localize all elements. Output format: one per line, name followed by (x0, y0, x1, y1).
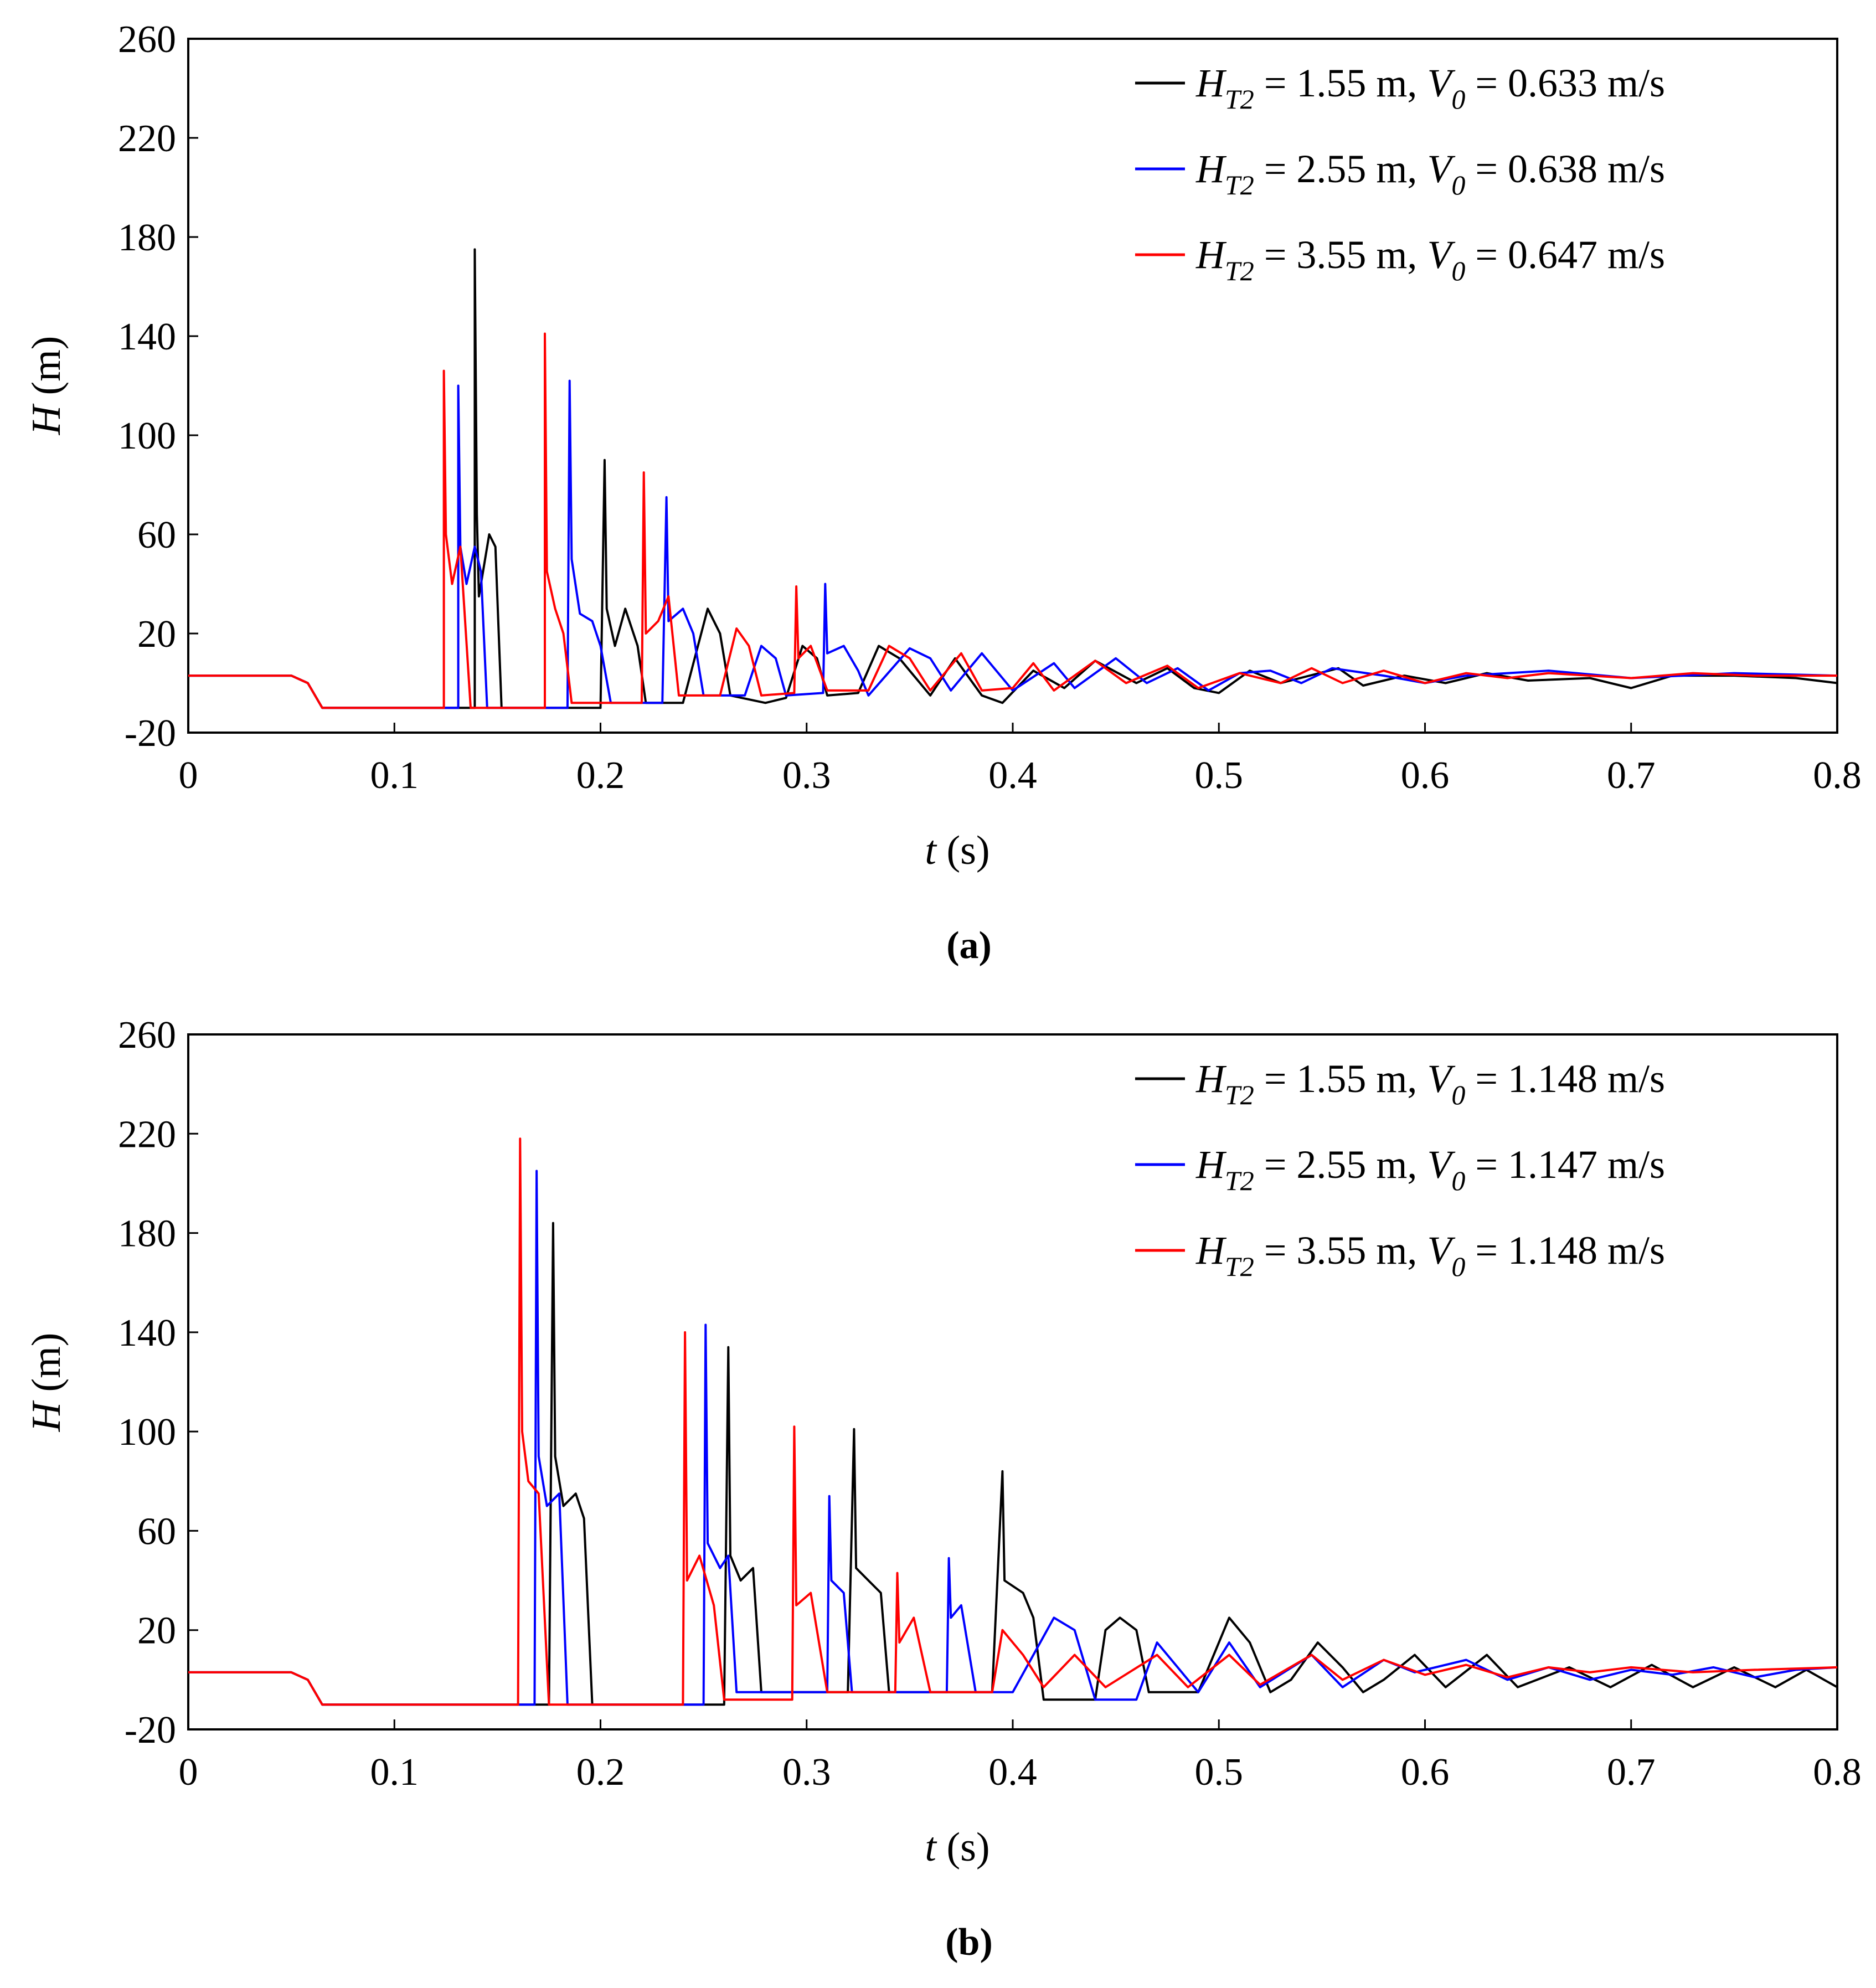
legend-label: HT2 = 3.55 m, V0 = 1.148 m/s (1195, 1228, 1665, 1282)
x-tick-label: 0.5 (1195, 1751, 1244, 1794)
x-tick-group: 0 0.1 0.2 0.3 0.4 0.5 0.6 0.7 0.8 (179, 723, 1862, 797)
x-tick-label: 0.4 (988, 754, 1037, 797)
y-tick-label: 140 (118, 1312, 176, 1354)
legend-label: HT2 = 2.55 m, V0 = 1.147 m/s (1195, 1142, 1665, 1196)
legend-item-1: HT2 = 1.55 m, V0 = 1.148 m/s (1135, 1057, 1665, 1110)
panel-label-b: (b) (945, 1921, 993, 1964)
x-tick-group: 0 0.1 0.2 0.3 0.4 0.5 0.6 0.7 0.8 (179, 1719, 1862, 1794)
x-tick-label: 0.4 (988, 1751, 1037, 1794)
chart-panel-b: 0 0.1 0.2 0.3 0.4 0.5 0.6 0.7 0.8 -20 20 60 100 140 1… (24, 1014, 1862, 1964)
x-tick-label: 0.3 (782, 754, 831, 797)
legend-item-2: HT2 = 2.55 m, V0 = 1.147 m/s (1135, 1142, 1665, 1196)
series-group (188, 1137, 1838, 1706)
y-tick-label: 260 (118, 1014, 176, 1057)
chart-panel-a: 0 0.1 0.2 0.3 0.4 0.5 0.6 0.7 0.8 -20 20 60 100 140 1… (24, 18, 1862, 967)
legend-label: HT2 = 1.55 m, V0 = 0.633 m/s (1195, 61, 1665, 115)
series-line-2 (188, 1170, 1838, 1706)
x-tick-label: 0 (179, 754, 198, 797)
series-line-1 (188, 248, 1838, 709)
series-group (188, 248, 1838, 709)
x-tick-label: 0.2 (576, 1751, 625, 1794)
series-line-3 (188, 332, 1837, 709)
y-tick-group: -20 20 60 100 140 180 220 260 (118, 1014, 198, 1752)
y-tick-label: -20 (125, 712, 176, 755)
legend-label: HT2 = 3.55 m, V0 = 0.647 m/s (1195, 233, 1665, 286)
legend-label: HT2 = 1.55 m, V0 = 1.148 m/s (1195, 1057, 1665, 1110)
x-tick-label: 0.8 (1813, 1751, 1862, 1794)
x-tick-label: 0.8 (1813, 754, 1862, 797)
legend-item-2: HT2 = 2.55 m, V0 = 0.638 m/s (1135, 147, 1665, 200)
y-axis-label: H (m) (24, 336, 69, 436)
x-tick-label: 0.6 (1401, 754, 1450, 797)
x-tick-label: 0 (179, 1751, 198, 1794)
legend: HT2 = 1.55 m, V0 = 1.148 m/s HT2 = 2.55 m… (1135, 1057, 1665, 1282)
legend-item-1: HT2 = 1.55 m, V0 = 0.633 m/s (1135, 61, 1665, 115)
x-tick-label: 0.7 (1607, 754, 1656, 797)
y-tick-label: 180 (118, 1213, 176, 1255)
x-tick-label: 0.5 (1195, 754, 1244, 797)
y-tick-label: 220 (118, 117, 176, 160)
y-tick-label: 220 (118, 1113, 176, 1156)
y-tick-label: 100 (118, 415, 176, 457)
y-tick-label: 20 (137, 613, 176, 656)
series-line-3 (188, 1137, 1838, 1706)
x-tick-label: 0.2 (576, 754, 625, 797)
y-tick-label: 60 (137, 514, 176, 557)
y-tick-label: 100 (118, 1411, 176, 1454)
legend-item-3: HT2 = 3.55 m, V0 = 0.647 m/s (1135, 233, 1665, 286)
y-tick-group: -20 20 60 100 140 180 220 260 (118, 18, 198, 755)
y-tick-label: 140 (118, 316, 176, 358)
y-axis-label: H (m) (24, 1333, 69, 1433)
x-tick-label: 0.6 (1401, 1751, 1450, 1794)
x-tick-label: 0.1 (370, 754, 419, 797)
y-tick-label: 20 (137, 1610, 176, 1652)
x-tick-label: 0.3 (782, 1751, 831, 1794)
x-tick-label: 0.1 (370, 1751, 419, 1794)
x-axis-label: t (s) (925, 1825, 989, 1870)
x-tick-label: 0.7 (1607, 1751, 1656, 1794)
legend-item-3: HT2 = 3.55 m, V0 = 1.148 m/s (1135, 1228, 1665, 1282)
legend: HT2 = 1.55 m, V0 = 0.633 m/s HT2 = 2.55 m… (1135, 61, 1665, 286)
x-axis-label: t (s) (925, 828, 989, 873)
y-tick-label: 260 (118, 18, 176, 61)
panel-label-a: (a) (946, 924, 992, 967)
y-tick-label: 180 (118, 217, 176, 259)
y-tick-label: -20 (125, 1709, 176, 1752)
series-line-1 (188, 1222, 1838, 1706)
legend-label: HT2 = 2.55 m, V0 = 0.638 m/s (1195, 147, 1665, 200)
y-tick-label: 60 (137, 1510, 176, 1553)
